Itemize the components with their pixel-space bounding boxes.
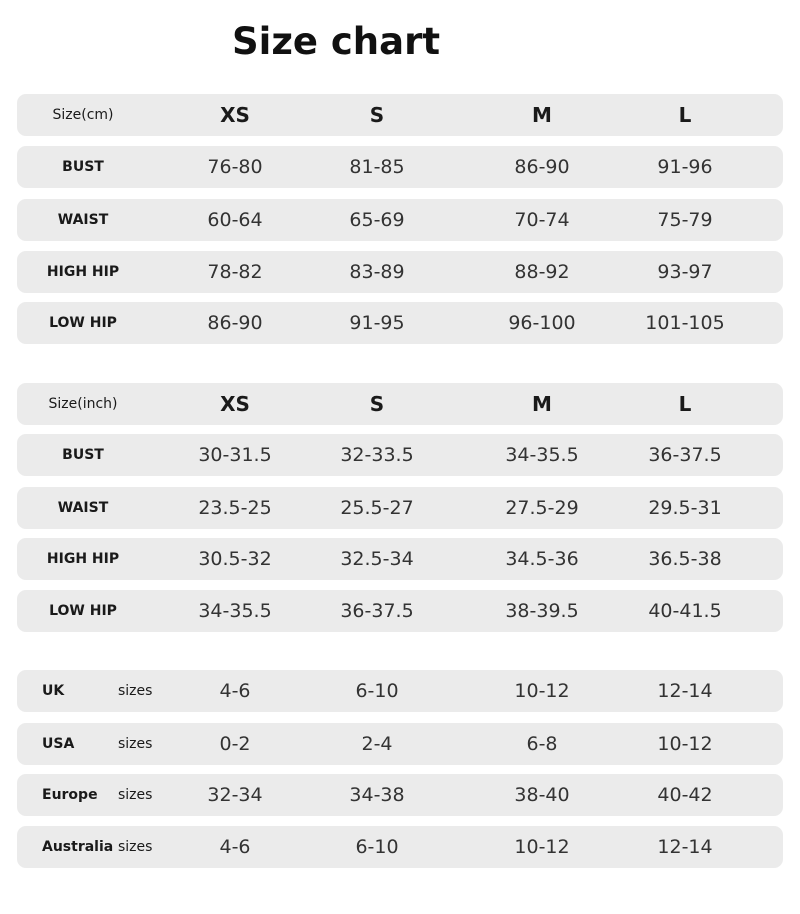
cell-value: 6-8 [526, 733, 558, 755]
size-header: M [532, 103, 552, 127]
header-row: Size(inch) XS S M L [17, 383, 783, 425]
cell-value: 34.5-36 [505, 548, 579, 570]
cell-value: 91-96 [657, 156, 713, 178]
cell-value: 96-100 [508, 312, 576, 334]
cell-value: 34-35.5 [505, 444, 579, 466]
title: Size chart [232, 20, 441, 63]
header-label: Size(cm) [52, 107, 114, 123]
cell-value: 36-37.5 [340, 600, 414, 622]
table-row: WAIST 60-64 65-69 70-74 75-79 [17, 199, 783, 241]
cell-value: 2-4 [361, 733, 393, 755]
cell-value: 30-31.5 [198, 444, 272, 466]
cell-value: 32-33.5 [340, 444, 414, 466]
cell-value: 27.5-29 [505, 497, 579, 519]
cell-value: 38-40 [514, 784, 570, 806]
cell-value: 4-6 [219, 680, 251, 702]
cell-value: 86-90 [514, 156, 570, 178]
header-row: Size(cm) XS S M L [17, 94, 783, 136]
table-row: BUST 76-80 81-85 86-90 91-96 [17, 146, 783, 188]
cell-value: 78-82 [207, 261, 263, 283]
cell-value: 91-95 [349, 312, 405, 334]
cell-value: 10-12 [657, 733, 713, 755]
cell-value: 4-6 [219, 836, 251, 858]
cell-value: 36-37.5 [648, 444, 722, 466]
row-label: HIGH HIP [46, 264, 120, 280]
row-label: USA [42, 736, 75, 752]
cell-value: 38-39.5 [505, 600, 579, 622]
row-label: Australia [42, 839, 114, 855]
table-row: HIGH HIP 30.5-32 32.5-34 34.5-36 36.5-38 [17, 538, 783, 580]
cell-value: 34-38 [349, 784, 405, 806]
cell-value: 32-34 [207, 784, 263, 806]
size-header: L [678, 392, 692, 416]
cell-value: 60-64 [207, 209, 263, 231]
cell-value: 65-69 [349, 209, 405, 231]
cell-value: 32.5-34 [340, 548, 414, 570]
table-row: USA sizes 0-2 2-4 6-8 10-12 [17, 723, 783, 765]
cell-value: 12-14 [657, 836, 713, 858]
cell-value: 6-10 [355, 680, 399, 702]
row-label: LOW HIP [49, 603, 117, 619]
size-header: L [678, 103, 692, 127]
cell-value: 23.5-25 [198, 497, 272, 519]
table-row: LOW HIP 86-90 91-95 96-100 101-105 [17, 302, 783, 344]
cell-value: 0-2 [219, 733, 251, 755]
table-row: HIGH HIP 78-82 83-89 88-92 93-97 [17, 251, 783, 293]
row-label: LOW HIP [49, 315, 117, 331]
cell-value: 10-12 [514, 836, 570, 858]
cell-value: 88-92 [514, 261, 570, 283]
cell-value: 6-10 [355, 836, 399, 858]
table-row: WAIST 23.5-25 25.5-27 27.5-29 29.5-31 [17, 487, 783, 529]
row-unit: sizes [118, 787, 153, 803]
table-row: Australia sizes 4-6 6-10 10-12 12-14 [17, 826, 783, 868]
row-unit: sizes [118, 683, 153, 699]
cell-value: 76-80 [207, 156, 263, 178]
cell-value: 40-41.5 [648, 600, 722, 622]
row-unit: sizes [118, 839, 153, 855]
table-row: BUST 30-31.5 32-33.5 34-35.5 36-37.5 [17, 434, 783, 476]
row-label: UK [42, 683, 65, 699]
table-row: LOW HIP 34-35.5 36-37.5 38-39.5 40-41.5 [17, 590, 783, 632]
cell-value: 12-14 [657, 680, 713, 702]
cell-value: 75-79 [657, 209, 713, 231]
row-label: Europe [42, 787, 98, 803]
cell-value: 83-89 [349, 261, 405, 283]
cell-value: 25.5-27 [340, 497, 414, 519]
cell-value: 93-97 [657, 261, 713, 283]
cell-value: 10-12 [514, 680, 570, 702]
row-label: WAIST [57, 212, 109, 228]
table-row: UK sizes 4-6 6-10 10-12 12-14 [17, 670, 783, 712]
size-header: S [369, 103, 385, 127]
row-label: BUST [62, 447, 104, 463]
header-label: Size(inch) [48, 396, 118, 412]
table-row: Europe sizes 32-34 34-38 38-40 40-42 [17, 774, 783, 816]
cell-value: 101-105 [645, 312, 725, 334]
cell-value: 70-74 [514, 209, 570, 231]
cell-value: 86-90 [207, 312, 263, 334]
size-header: S [369, 392, 385, 416]
cell-value: 34-35.5 [198, 600, 272, 622]
cell-value: 40-42 [657, 784, 713, 806]
cell-value: 81-85 [349, 156, 405, 178]
cell-value: 36.5-38 [648, 548, 722, 570]
cell-value: 30.5-32 [198, 548, 272, 570]
row-label: BUST [62, 159, 104, 175]
cell-value: 29.5-31 [648, 497, 722, 519]
row-label: HIGH HIP [46, 551, 120, 567]
size-header: M [532, 392, 552, 416]
size-header: XS [220, 392, 250, 416]
row-unit: sizes [118, 736, 153, 752]
size-header: XS [220, 103, 250, 127]
row-label: WAIST [57, 500, 109, 516]
